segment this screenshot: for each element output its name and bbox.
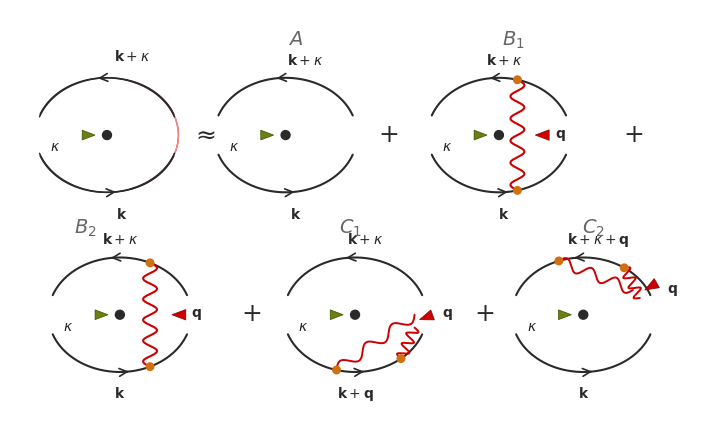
Text: $\mathbf{k}$: $\mathbf{k}$ [114, 386, 125, 401]
Polygon shape [131, 81, 178, 189]
Polygon shape [172, 309, 186, 320]
Text: $\mathbf{q}$: $\mathbf{q}$ [554, 128, 565, 142]
Text: $C_1$: $C_1$ [339, 217, 361, 239]
Text: $B_2$: $B_2$ [74, 217, 97, 239]
Circle shape [579, 310, 588, 319]
Circle shape [102, 131, 112, 139]
Circle shape [513, 76, 521, 83]
Circle shape [513, 187, 521, 194]
Text: $C_2$: $C_2$ [582, 217, 605, 239]
Polygon shape [261, 130, 274, 140]
Circle shape [146, 259, 154, 266]
Text: $+$: $+$ [241, 303, 261, 326]
Text: $\kappa$: $\kappa$ [50, 140, 61, 154]
Circle shape [555, 257, 562, 265]
Text: $\kappa$: $\kappa$ [526, 319, 536, 334]
Text: $\mathbf{q}$: $\mathbf{q}$ [191, 307, 202, 322]
Text: $\mathbf{q}$: $\mathbf{q}$ [667, 283, 678, 298]
Text: $\approx$: $\approx$ [190, 124, 216, 147]
Polygon shape [474, 130, 487, 140]
Text: $\kappa$: $\kappa$ [298, 319, 309, 334]
Text: $\mathbf{k}$: $\mathbf{k}$ [116, 207, 128, 221]
Text: $B_1$: $B_1$ [503, 30, 525, 51]
Text: $\mathbf{k}+\mathbf{q}$: $\mathbf{k}+\mathbf{q}$ [337, 385, 373, 403]
Text: $\kappa$: $\kappa$ [63, 319, 74, 334]
Circle shape [621, 264, 628, 272]
Text: $\mathbf{q}$: $\mathbf{q}$ [442, 307, 453, 322]
Text: $+$: $+$ [378, 124, 398, 147]
Circle shape [495, 131, 503, 139]
Text: $+$: $+$ [474, 303, 494, 326]
Text: $\mathbf{k}$: $\mathbf{k}$ [578, 386, 589, 401]
Polygon shape [559, 310, 571, 319]
Text: $\mathbf{k}$: $\mathbf{k}$ [290, 207, 301, 221]
Text: $+$: $+$ [623, 124, 643, 147]
Polygon shape [330, 310, 343, 319]
Polygon shape [95, 310, 108, 319]
Text: $\mathbf{k}+\kappa$: $\mathbf{k}+\kappa$ [114, 49, 150, 64]
Text: $\mathbf{k}+\kappa$: $\mathbf{k}+\kappa$ [347, 232, 383, 247]
Text: $\mathbf{k}+\kappa+\mathbf{q}$: $\mathbf{k}+\kappa+\mathbf{q}$ [567, 231, 629, 249]
Text: $\mathbf{k}+\kappa$: $\mathbf{k}+\kappa$ [102, 232, 138, 247]
Text: $\mathbf{k}+\kappa$: $\mathbf{k}+\kappa$ [287, 53, 324, 68]
Polygon shape [535, 130, 549, 140]
Polygon shape [420, 310, 434, 320]
Circle shape [333, 366, 340, 374]
Polygon shape [82, 130, 95, 140]
Circle shape [397, 355, 404, 362]
Circle shape [350, 310, 360, 319]
Circle shape [281, 131, 290, 139]
Text: $\mathbf{k}+\kappa$: $\mathbf{k}+\kappa$ [486, 53, 522, 68]
Text: $\kappa$: $\kappa$ [229, 140, 239, 154]
Polygon shape [645, 279, 660, 290]
Text: $\kappa$: $\kappa$ [442, 140, 452, 154]
Circle shape [146, 363, 154, 370]
Text: $A$: $A$ [288, 31, 303, 49]
Text: $\mathbf{k}$: $\mathbf{k}$ [498, 207, 510, 221]
Circle shape [115, 310, 124, 319]
